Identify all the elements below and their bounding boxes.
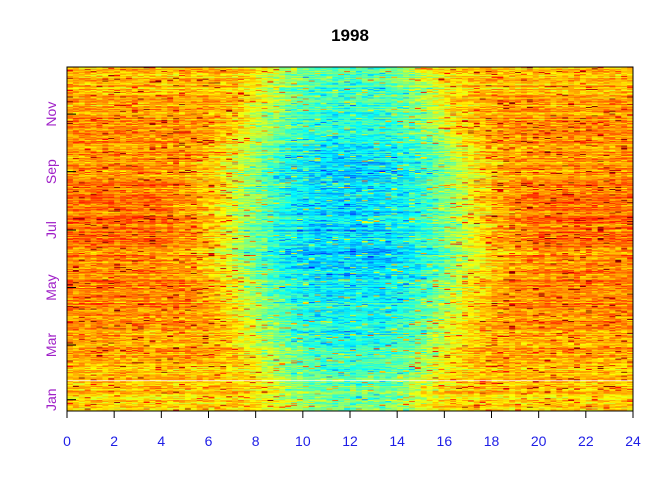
chart-title: 1998	[331, 26, 369, 45]
heatmap-cells	[67, 67, 633, 411]
